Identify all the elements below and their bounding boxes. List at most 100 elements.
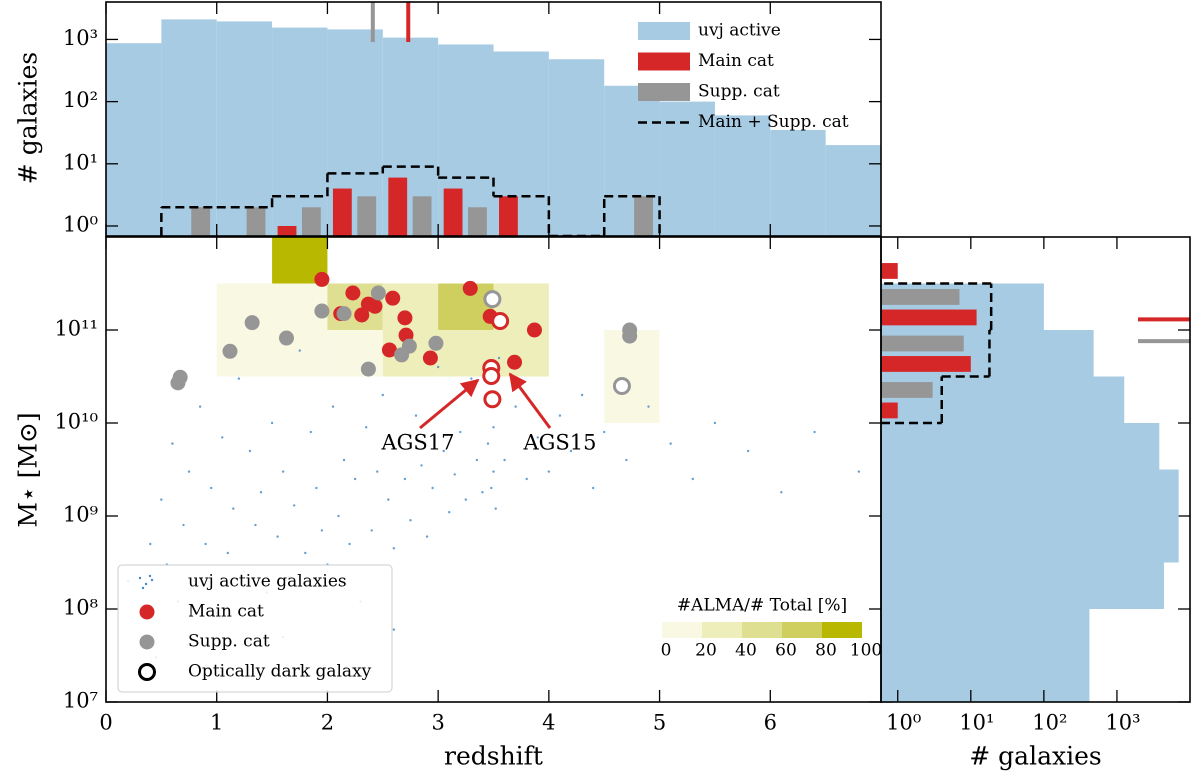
- point: [309, 430, 313, 434]
- point: [320, 529, 324, 532]
- y-tick-label: 10¹: [63, 150, 98, 174]
- point: [422, 350, 438, 366]
- legend-label: Supp. cat: [188, 632, 270, 652]
- point: [442, 449, 445, 453]
- x-tick-label: 4: [542, 711, 555, 735]
- point: [490, 486, 493, 490]
- point: [172, 369, 188, 385]
- hist-bar: [881, 609, 1090, 656]
- point: [492, 470, 495, 473]
- bar: [881, 402, 898, 419]
- point: [482, 367, 501, 386]
- bar: [191, 207, 211, 236]
- y-tick-label: 10³: [63, 26, 98, 50]
- point: [483, 290, 502, 309]
- x-tick-label: 10¹: [959, 711, 994, 735]
- bar: [468, 207, 487, 236]
- point: [453, 473, 456, 476]
- legend-label: Main cat: [698, 51, 774, 71]
- x-axis-label: # galaxies: [969, 742, 1101, 771]
- legend-marker: [139, 604, 155, 620]
- point: [149, 542, 152, 546]
- bar: [357, 196, 377, 236]
- legend-label: Main cat: [188, 602, 264, 622]
- point: [612, 376, 631, 395]
- bar: [443, 188, 463, 236]
- y-axis-label: # galaxies: [14, 52, 43, 184]
- point: [483, 390, 502, 409]
- point: [345, 285, 361, 301]
- point: [259, 491, 263, 494]
- bar: [634, 196, 653, 236]
- point: [360, 361, 376, 377]
- hist-bar: [272, 27, 328, 236]
- point: [746, 449, 750, 453]
- point: [647, 405, 650, 408]
- legend-label: Optically dark galaxy: [188, 662, 372, 682]
- point: [397, 310, 413, 326]
- x-tick-label: 10³: [1105, 711, 1140, 735]
- point: [348, 542, 351, 546]
- point: [503, 458, 506, 462]
- bar: [881, 382, 933, 398]
- point: [569, 449, 573, 453]
- x-tick-label: 2: [321, 711, 334, 735]
- point: [232, 507, 235, 510]
- bar: [499, 196, 518, 236]
- bar: [881, 356, 971, 372]
- point: [691, 477, 694, 481]
- axes-frame: [105, 1, 882, 237]
- point: [293, 504, 296, 507]
- point: [448, 510, 451, 514]
- y-tick-label: 10⁰: [63, 212, 98, 236]
- colorbar-cell: [782, 622, 822, 638]
- bar: [277, 225, 297, 236]
- x-tick-label: 3: [431, 711, 444, 735]
- point: [547, 470, 551, 473]
- legend-marker: [150, 578, 154, 582]
- legend-label: uvj active: [698, 21, 781, 41]
- point: [462, 280, 478, 296]
- y-tick-label: 10⁷: [63, 689, 98, 713]
- legend-box: [117, 564, 393, 693]
- colorbar-cell: [742, 622, 782, 638]
- point: [182, 523, 185, 527]
- hist-bar: [161, 19, 217, 237]
- x-tick-label: 10⁰: [886, 711, 921, 735]
- colorbar-label: #ALMA/# Total [%]: [677, 596, 847, 616]
- annotation: AGS17: [380, 431, 454, 455]
- point: [248, 449, 252, 453]
- point: [436, 365, 440, 369]
- point: [420, 464, 423, 467]
- colorbar-tick-label: 100: [850, 641, 882, 661]
- point: [392, 628, 396, 631]
- point: [428, 335, 444, 351]
- hist-bar: [216, 21, 273, 236]
- hist-bar: [548, 59, 605, 236]
- point: [401, 338, 417, 354]
- heatmap-cell: [216, 283, 273, 330]
- point: [221, 436, 224, 439]
- point: [254, 523, 257, 527]
- annotation-arrow: [419, 378, 480, 430]
- colorbar-tick-label: 40: [735, 641, 757, 661]
- point: [431, 486, 434, 490]
- annotation: AGS15: [522, 431, 596, 455]
- point: [536, 436, 539, 439]
- colorbar-cell: [702, 622, 742, 638]
- point: [160, 498, 163, 501]
- bar: [246, 207, 266, 236]
- point: [278, 330, 294, 346]
- y-tick-label: 10¹⁰: [54, 410, 98, 434]
- point: [481, 491, 484, 494]
- hist-bar: [770, 129, 826, 236]
- point: [486, 442, 490, 445]
- point: [409, 519, 412, 522]
- point: [315, 486, 318, 490]
- point: [270, 421, 274, 425]
- point: [625, 458, 628, 462]
- bar: [412, 196, 432, 236]
